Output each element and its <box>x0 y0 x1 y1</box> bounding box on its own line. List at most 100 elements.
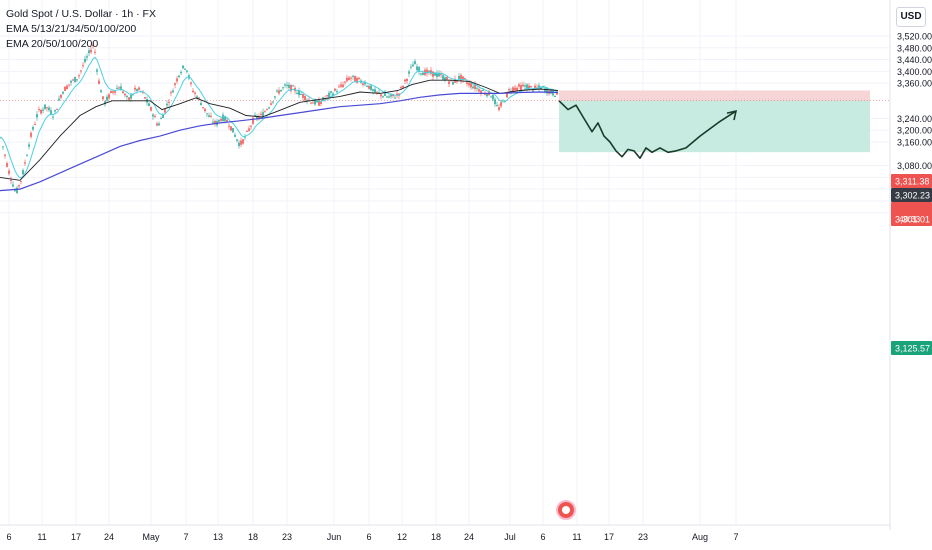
candle-body <box>428 70 430 73</box>
candle-body <box>430 70 432 74</box>
candle-body <box>416 66 418 71</box>
candle-body <box>144 97 146 99</box>
candle-body <box>150 107 152 111</box>
ema-legend-1[interactable]: EMA 5/13/21/34/50/100/200 <box>6 23 137 35</box>
candle-body <box>128 97 130 100</box>
y-tick-label: 3,480.00 <box>897 43 932 53</box>
candle-body <box>268 107 270 109</box>
candle-body <box>344 81 346 83</box>
candle-body <box>194 92 196 94</box>
chart-grid <box>0 0 890 525</box>
candle-body <box>396 93 398 96</box>
candle-body <box>158 123 160 126</box>
candle-body <box>352 75 354 77</box>
candle-body <box>260 113 262 115</box>
candle-body <box>390 94 392 97</box>
candle-body <box>242 139 244 144</box>
x-tick-label: 17 <box>71 532 81 542</box>
candle-body <box>12 184 14 187</box>
candle-body <box>232 127 234 133</box>
candle-body <box>240 140 242 145</box>
candle-body <box>526 84 528 90</box>
candle-body <box>10 180 12 182</box>
candle-body <box>506 92 508 98</box>
candle-body <box>340 84 342 87</box>
x-tick-label: 6 <box>6 532 11 542</box>
x-tick-label: 11 <box>37 532 46 542</box>
candle-body <box>282 87 284 89</box>
price-tag-current: 3,301.01 <box>895 215 930 225</box>
candle-body <box>266 109 268 111</box>
candle-body <box>336 91 338 93</box>
y-tick-label: 3,400.00 <box>897 67 932 77</box>
candle-body <box>386 96 388 98</box>
candle-body <box>134 87 136 90</box>
candle-body <box>230 126 232 131</box>
candle-body <box>64 86 66 91</box>
candle-body <box>72 79 74 81</box>
candle-body <box>102 96 104 100</box>
price-tag-stop: 3,311.38 <box>895 177 929 187</box>
candle-body <box>538 85 540 88</box>
candle-body <box>104 101 106 105</box>
candle-body <box>456 80 458 82</box>
candle-body <box>426 69 428 74</box>
chart-legend: Gold Spot / U.S. Dollar · 1h · FX EMA 5/… <box>6 7 156 52</box>
candle-body <box>26 155 28 157</box>
candle-body <box>18 185 20 187</box>
candle-body <box>182 65 184 69</box>
economic-event-icon[interactable] <box>556 500 576 520</box>
candle-body <box>474 84 476 89</box>
candle-body <box>540 86 542 90</box>
candle-body <box>392 94 394 97</box>
symbol-title[interactable]: Gold Spot / U.S. Dollar · 1h · FX <box>6 8 156 20</box>
candle-body <box>116 87 118 89</box>
candle-body <box>278 90 280 94</box>
candle-body <box>220 118 222 121</box>
candle-body <box>408 71 410 74</box>
candle-body <box>148 103 150 107</box>
candle-body <box>50 110 52 115</box>
candle-body <box>434 72 436 76</box>
candle-body <box>108 94 110 99</box>
x-tick-label: 24 <box>464 532 474 542</box>
candle-body <box>86 56 88 58</box>
candle-body <box>546 88 548 94</box>
candle-body <box>394 97 396 99</box>
candle-body <box>218 119 220 122</box>
candle-body <box>204 108 206 112</box>
candle-body <box>52 116 54 118</box>
candle-body <box>56 108 58 110</box>
candle-body <box>412 64 414 67</box>
ema-mid-line <box>0 79 559 181</box>
candle-body <box>88 50 90 54</box>
candle-body <box>532 90 534 92</box>
candle-body <box>296 93 298 95</box>
candle-body <box>14 190 16 192</box>
candle-body <box>176 78 178 82</box>
y-tick-label: 3,240.00 <box>897 114 932 124</box>
candle-body <box>92 44 94 47</box>
candle-body <box>8 170 10 174</box>
candle-body <box>288 84 290 88</box>
candle-body <box>118 87 120 89</box>
candle-body <box>196 96 198 99</box>
ema-legend-2[interactable]: EMA 20/50/100/200 <box>6 38 99 50</box>
candle-body <box>410 66 412 68</box>
currency-button[interactable]: USD <box>896 7 926 27</box>
candle-body <box>254 114 256 116</box>
candle-body <box>190 82 192 84</box>
price-tag-last: 3,302.23 <box>895 191 930 201</box>
x-tick-label: 23 <box>638 532 648 542</box>
candle-body <box>356 77 358 83</box>
candle-body <box>516 87 518 91</box>
candle-body <box>334 88 336 91</box>
x-tick-label: 7 <box>183 532 188 542</box>
candle-body <box>222 114 224 121</box>
x-tick-label: May <box>142 532 160 542</box>
x-tick-label: 7 <box>733 532 738 542</box>
y-tick-label: 3,360.00 <box>897 79 932 89</box>
candle-body <box>406 78 408 82</box>
candle-body <box>330 91 332 94</box>
